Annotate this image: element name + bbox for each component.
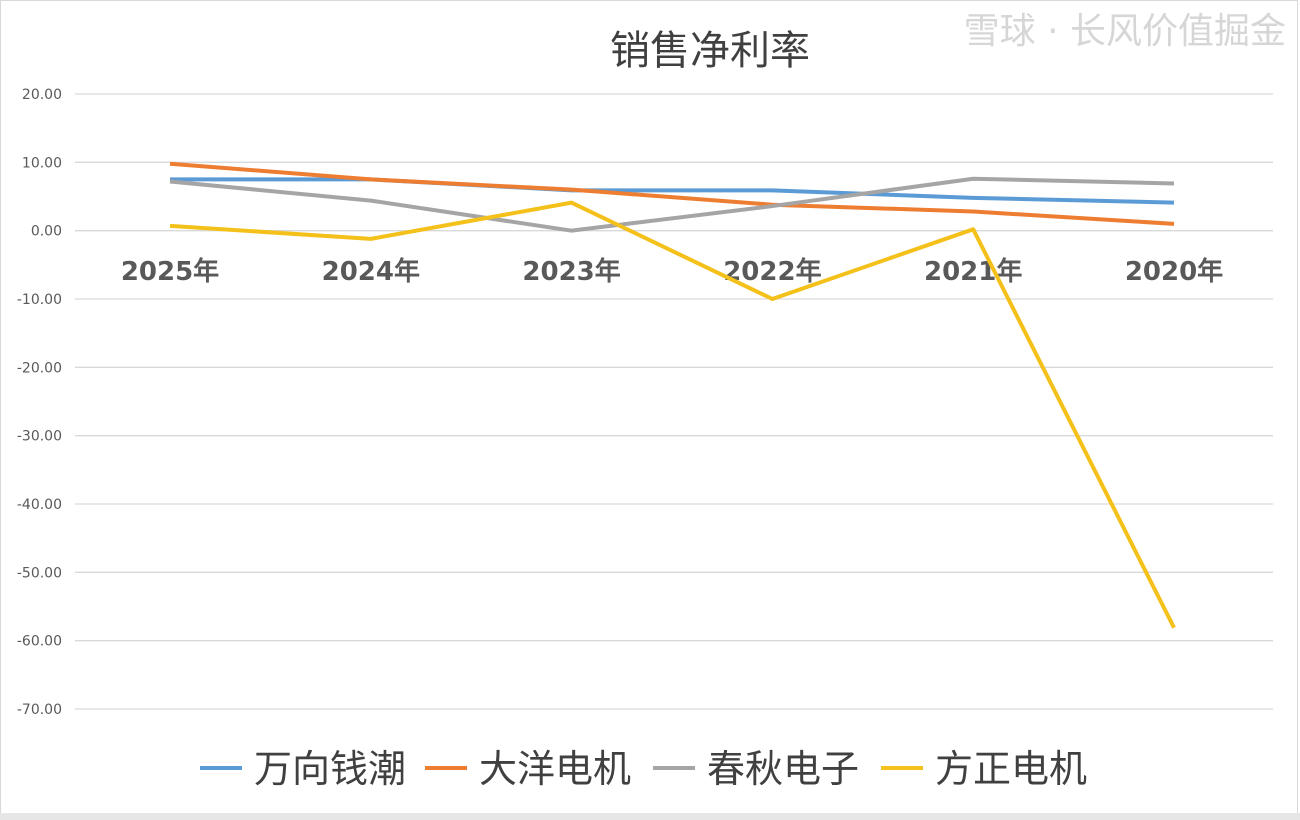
legend-label: 万向钱潮: [254, 747, 406, 791]
y-tick-label: -50.00: [17, 565, 62, 581]
legend-label: 方正电机: [935, 747, 1087, 791]
y-tick-label: -60.00: [17, 634, 62, 650]
y-tick-label: -20.00: [17, 360, 62, 376]
y-tick-label: -70.00: [17, 702, 62, 718]
series-line: [169, 200, 1176, 629]
x-tick-label: 2023年: [522, 256, 620, 287]
y-tick-label: -40.00: [17, 497, 62, 513]
x-tick-label: 2025年: [121, 256, 219, 287]
legend-label: 春秋电子: [707, 747, 859, 791]
chart-title: 销售净利率: [610, 28, 810, 74]
y-tick-label: -30.00: [17, 429, 62, 445]
x-tick-label: 2020年: [1125, 256, 1223, 287]
series-line: [169, 176, 1175, 233]
watermark: 雪球 · 长风价值掘金: [963, 11, 1286, 52]
y-tick-label: -10.00: [17, 292, 62, 308]
x-tick-label: 2024年: [322, 256, 420, 287]
legend-label: 大洋电机: [479, 747, 631, 791]
y-tick-label: 20.00: [22, 87, 62, 103]
series-line: [169, 161, 1175, 226]
x-tick-label: 2021年: [924, 256, 1022, 287]
scrollbar-area: [0, 813, 1300, 820]
y-tick-label: 10.00: [22, 155, 62, 171]
y-tick-label: 0.00: [31, 224, 62, 240]
series-line: [170, 177, 1175, 205]
